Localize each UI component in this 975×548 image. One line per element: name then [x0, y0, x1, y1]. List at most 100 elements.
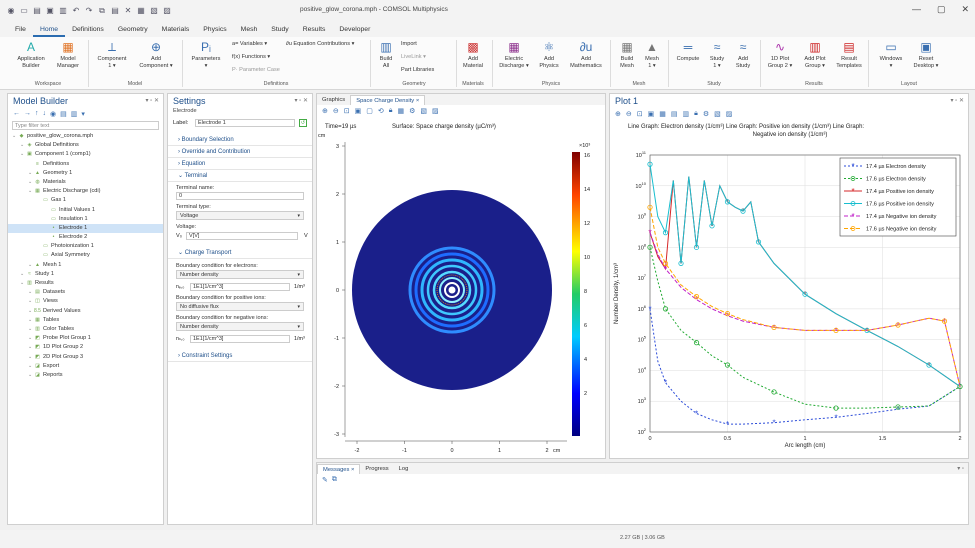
tree-node[interactable]: ▭ Axial Symmetry: [8, 251, 163, 260]
expand-icon[interactable]: ▥: [70, 110, 78, 118]
menu-file[interactable]: File: [15, 26, 26, 33]
save-as-icon[interactable]: ▥: [59, 6, 67, 15]
tree-node[interactable]: ⌄ ◈ Global Definitions: [8, 141, 163, 150]
tree-node[interactable]: ⌄ ▲ Mesh 1: [8, 261, 163, 270]
windows-button[interactable]: ▭ Windows ▾: [879, 40, 903, 69]
plot-settings-icon[interactable]: ⚙: [702, 110, 710, 118]
expand-chevron-icon[interactable]: ⌄: [28, 298, 33, 305]
add-component-button[interactable]: ⊕ Add Component ▾: [139, 40, 173, 69]
minimize-icon[interactable]: —: [911, 4, 921, 14]
section-equation[interactable]: › Equation: [168, 158, 312, 170]
expand-chevron-icon[interactable]: ⌄: [20, 280, 25, 286]
part-libraries-button[interactable]: Part Libraries: [401, 67, 435, 73]
expand-chevron-icon[interactable]: ⌄: [28, 169, 33, 176]
expand-chevron-icon[interactable]: ⌄: [28, 178, 33, 185]
electric-discharge-button[interactable]: ▦ Electric Discharge ▾: [499, 40, 529, 69]
expand-chevron-icon[interactable]: ⌄: [20, 142, 25, 149]
tree-node[interactable]: ⌄ ◍ Materials: [8, 178, 163, 187]
label-input[interactable]: Electrode 1: [195, 118, 295, 127]
copy-messages-icon[interactable]: ⧉: [331, 475, 337, 483]
section-constraint-settings[interactable]: › Constraint Settings: [168, 350, 312, 362]
section-override[interactable]: › Override and Contribution: [168, 146, 312, 158]
menu-results[interactable]: Results: [302, 26, 326, 33]
tree-node[interactable]: ⌄ ▥ Results: [8, 279, 163, 288]
show-icon[interactable]: ◉: [50, 110, 57, 118]
expand-chevron-icon[interactable]: ⌄: [28, 325, 33, 332]
plot-panel-controls[interactable]: ▾ ▫ ✕: [950, 98, 965, 104]
tab-progress[interactable]: Progress: [365, 466, 389, 472]
copy-icon[interactable]: ⧉: [99, 6, 105, 15]
panel-controls-icon[interactable]: ▾ ▫ ✕: [145, 98, 160, 104]
section-terminal[interactable]: ⌄ Terminal: [168, 170, 312, 182]
expand-chevron-icon[interactable]: ⌄: [28, 289, 33, 296]
plot-log-x-icon[interactable]: ▤: [670, 110, 678, 118]
menu-study[interactable]: Study: [271, 26, 289, 33]
expand-chevron-icon[interactable]: ⌄: [28, 344, 33, 351]
plot-lock-icon[interactable]: 🔒︎: [694, 109, 698, 117]
expand-chevron-icon[interactable]: ⌄: [28, 316, 33, 323]
new-file-icon[interactable]: ▭: [20, 6, 28, 15]
label-reset-icon[interactable]: ↺: [299, 118, 307, 127]
plot-group-button[interactable]: ∿ 1D Plot Group 2 ▾: [767, 40, 793, 69]
equation-contributions-button[interactable]: ∂u Equation Contributions ▾: [286, 41, 355, 47]
tab-messages[interactable]: Messages ×: [317, 464, 361, 474]
zoom-in-icon[interactable]: ⊕: [322, 107, 328, 115]
tree-node[interactable]: ⌄ ◩ 1D Plot Group 2: [8, 343, 163, 352]
menu-mesh[interactable]: Mesh: [240, 26, 258, 33]
tree-node[interactable]: ≡ Definitions: [8, 160, 163, 169]
tab-graphics[interactable]: Graphics: [322, 97, 346, 103]
add-physics-button[interactable]: ⚛ Add Physics: [539, 40, 559, 69]
up-icon[interactable]: ↑: [35, 110, 39, 117]
paste-icon[interactable]: ▤: [111, 6, 119, 15]
expand-chevron-icon[interactable]: ⌄: [28, 362, 33, 369]
study1-button[interactable]: ≈ Study 1 ▾: [709, 40, 725, 69]
livelink-button[interactable]: LiveLink ▾: [401, 54, 426, 60]
tree-node[interactable]: ⌄ 8.5 Derived Values: [8, 307, 163, 316]
nn-input[interactable]: 1E1[1/cm^3]: [190, 334, 290, 343]
tree-node[interactable]: ⌄ ▦ Electric Discharge (cdi): [8, 187, 163, 196]
build-all-button[interactable]: ▥ Build All: [379, 40, 393, 69]
plot-zoom-extents-icon[interactable]: ▣: [647, 110, 655, 118]
section-charge-transport[interactable]: ⌄ Charge Transport: [168, 247, 312, 259]
tree-node[interactable]: ⌄ ▲ Geometry 1: [8, 169, 163, 178]
component-button[interactable]: ⟂ Component 1 ▾: [97, 40, 127, 69]
plot-grid-icon[interactable]: ▦: [659, 110, 666, 118]
menu-home[interactable]: Home: [32, 22, 66, 37]
more-icon[interactable]: ▾: [81, 110, 85, 118]
bc-electrons-select[interactable]: Number density: [176, 270, 304, 279]
add-study-button[interactable]: ≈ Add Study: [735, 40, 751, 69]
settings-icon[interactable]: ⚙: [409, 107, 416, 115]
tree-node[interactable]: ⌄ ◪ Reports: [8, 371, 163, 380]
camera-icon[interactable]: ▧: [150, 6, 158, 15]
back-icon[interactable]: ←: [13, 110, 20, 117]
zoom-extents-icon[interactable]: ▣: [354, 107, 362, 115]
windows-icon[interactable]: ▦: [137, 6, 145, 15]
section-boundary-selection[interactable]: › Boundary Selection: [168, 134, 312, 146]
application-builder-button[interactable]: A Application Builder: [17, 40, 45, 69]
tree-node[interactable]: ⌄ ◪ Export: [8, 362, 163, 371]
variables-button[interactable]: a= Variables ▾: [232, 41, 268, 47]
parameters-button[interactable]: Pᵢ Parameters ▾: [191, 40, 221, 69]
expand-chevron-icon[interactable]: ⌄: [28, 261, 33, 268]
plot-zoom-box-icon[interactable]: ⊡: [636, 110, 643, 118]
close-icon[interactable]: ✕: [961, 4, 969, 14]
reset-desktop-button[interactable]: ▣ Reset Desktop ▾: [913, 40, 939, 69]
select-icon[interactable]: ▢: [366, 107, 373, 115]
zoom-out-icon[interactable]: ⊖: [332, 107, 339, 115]
settings-panel-controls[interactable]: ▾ ▫ ✕: [294, 98, 309, 104]
tree-node[interactable]: ⌄ ≈ Study 1: [8, 270, 163, 279]
expand-chevron-icon[interactable]: ⌄: [28, 353, 33, 360]
plot-camera-icon[interactable]: ▧: [714, 110, 721, 118]
terminal-name-input[interactable]: 0: [176, 192, 304, 200]
plot-zoom-in-icon[interactable]: ⊕: [615, 110, 621, 118]
bc-negative-select[interactable]: Number density: [176, 322, 304, 331]
bc-positive-select[interactable]: No diffusive flux: [176, 302, 304, 311]
clear-icon[interactable]: ✎: [322, 476, 328, 484]
print-icon[interactable]: ▨: [163, 6, 171, 15]
menu-geometry[interactable]: Geometry: [117, 26, 148, 33]
build-mesh-button[interactable]: ▦ Build Mesh: [620, 40, 634, 69]
tree-node[interactable]: ▭ Insulation 1: [8, 215, 163, 224]
mesh1-button[interactable]: ▲ Mesh 1 ▾: [645, 40, 659, 69]
tree-node[interactable]: ▭ Gas 1: [8, 196, 163, 205]
menu-materials[interactable]: Materials: [161, 26, 190, 33]
